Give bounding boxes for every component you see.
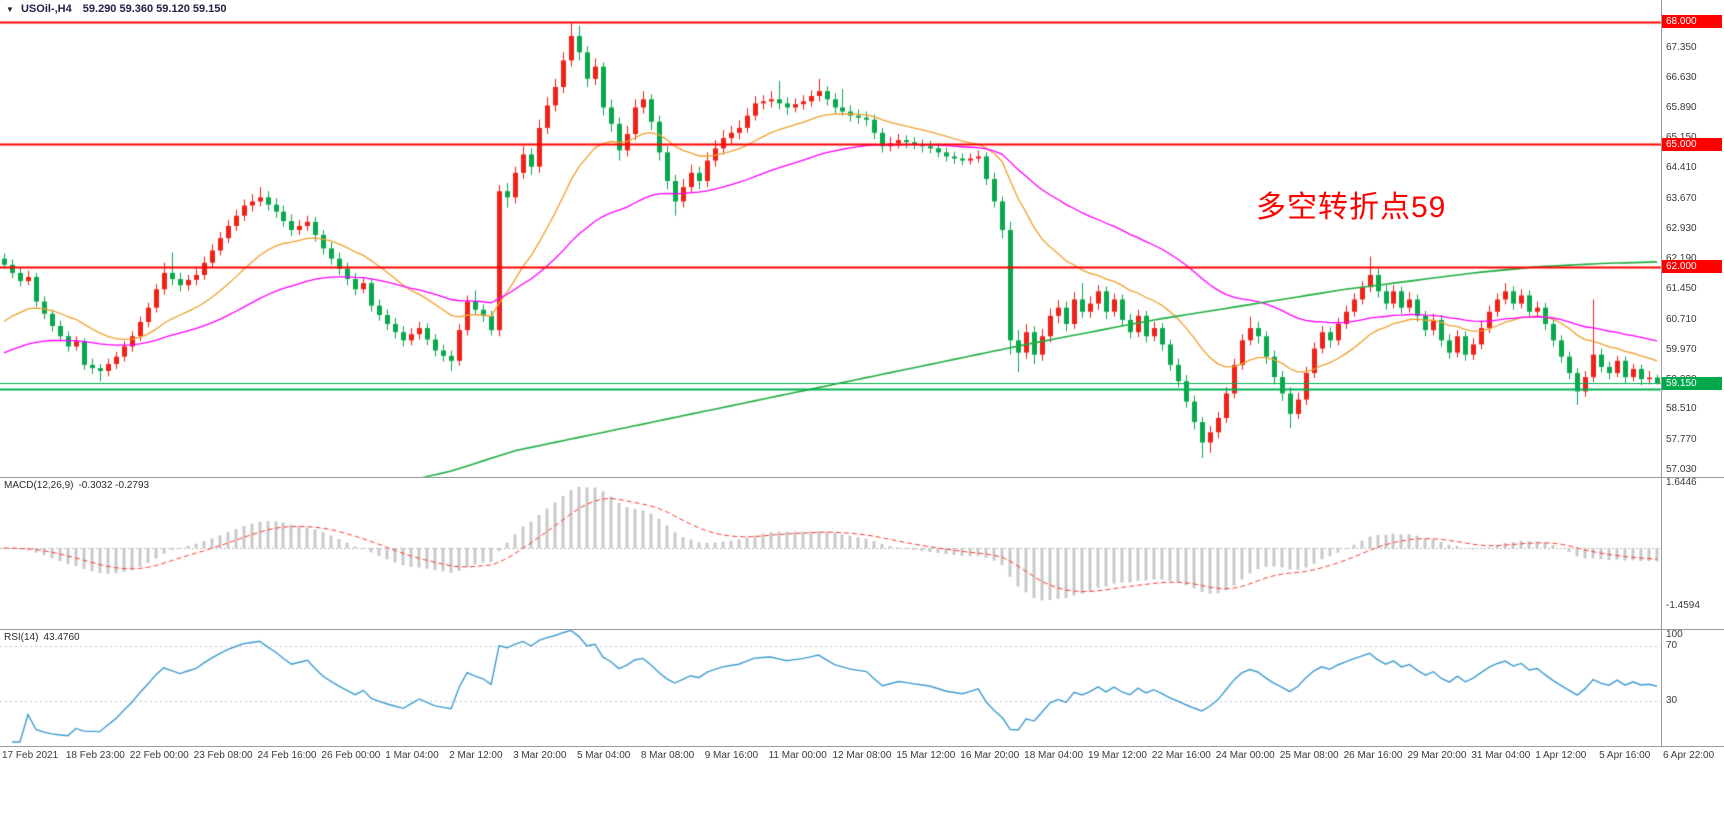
time-axis-label: 12 Mar 08:00 xyxy=(832,750,892,761)
time-axis-label: 15 Mar 12:00 xyxy=(896,750,956,761)
time-axis-label: 31 Mar 04:00 xyxy=(1471,750,1531,761)
chart-text-annotation: 多空转折点59 xyxy=(1256,191,1447,224)
macd-name: MACD(12,26,9) xyxy=(4,480,74,491)
time-axis-separator xyxy=(0,746,1724,747)
price-axis-tick: 67.350 xyxy=(1666,42,1697,54)
time-axis-label: 18 Mar 04:00 xyxy=(1024,750,1084,761)
price-axis-tick: 61.450 xyxy=(1666,283,1697,295)
rsi-value: 43.4760 xyxy=(43,632,80,643)
rsi-axis-tick: 70 xyxy=(1666,639,1678,651)
panel-separator-macd[interactable] xyxy=(0,477,1724,478)
time-axis-label: 24 Mar 00:00 xyxy=(1215,750,1275,761)
price-axis-tick: 57.030 xyxy=(1666,463,1697,475)
time-axis-label: 1 Apr 12:00 xyxy=(1535,750,1587,761)
time-axis-label: 22 Feb 00:00 xyxy=(129,750,189,761)
macd-indicator-label: MACD(12,26,9) -0.3032 -0.2793 xyxy=(4,480,149,491)
time-axis-label: 6 Apr 22:00 xyxy=(1663,750,1715,761)
price-axis-tick: 60.710 xyxy=(1666,313,1697,325)
time-axis-label: 25 Mar 08:00 xyxy=(1279,750,1339,761)
price-badge-68.000: 68.000 xyxy=(1662,15,1722,29)
price-axis-tick: 66.630 xyxy=(1666,71,1697,83)
time-axis-label: 26 Feb 00:00 xyxy=(321,750,381,761)
rsi-name: RSI(14) xyxy=(4,632,39,643)
price-axis-tick: 62.190 xyxy=(1666,253,1697,265)
time-axis-label: 1 Mar 04:00 xyxy=(385,750,439,761)
price-axis-tick: 59.970 xyxy=(1666,343,1697,355)
price-axis-tick: 65.150 xyxy=(1666,132,1697,143)
price-axis-line xyxy=(1661,0,1662,746)
macd-values: -0.3032 -0.2793 xyxy=(78,480,150,491)
time-axis-label: 23 Feb 08:00 xyxy=(193,750,253,761)
chart-title: ▼ USOil-,H4 59.290 59.360 59.120 59.150 xyxy=(6,3,227,15)
panel-separator-rsi[interactable] xyxy=(0,629,1724,630)
time-axis-label: 2 Mar 12:00 xyxy=(449,750,503,761)
time-axis-label: 3 Mar 20:00 xyxy=(513,750,567,761)
time-axis-label: 5 Mar 04:00 xyxy=(576,750,631,761)
rsi-indicator-label: RSI(14) 43.4760 xyxy=(4,632,80,643)
time-axis-label: 16 Mar 20:00 xyxy=(960,750,1020,761)
price-axis-tick: 64.410 xyxy=(1666,162,1697,174)
time-axis-label: 18 Feb 23:00 xyxy=(65,750,125,761)
symbol-period-label: USOil-,H4 xyxy=(20,3,72,15)
time-axis-label: 8 Mar 08:00 xyxy=(640,750,695,761)
time-axis-label: 22 Mar 16:00 xyxy=(1151,750,1211,761)
price-axis-tick: 58.510 xyxy=(1666,403,1697,415)
price-axis-tick: 65.890 xyxy=(1666,101,1697,113)
macd-axis-tick: 1.6446 xyxy=(1666,477,1697,489)
time-axis-label: 19 Mar 12:00 xyxy=(1088,750,1147,761)
rsi-axis-tick: 100 xyxy=(1666,629,1683,640)
ohlc-values: 59.290 59.360 59.120 59.150 xyxy=(82,3,227,15)
price-axis-tick: 57.770 xyxy=(1666,433,1697,445)
time-axis-label: 26 Mar 16:00 xyxy=(1343,750,1403,761)
price-badge-65.000: 65.000 xyxy=(1662,137,1722,151)
price-badge-59.150: 59.150 xyxy=(1662,376,1722,390)
time-axis-label: 9 Mar 16:00 xyxy=(704,750,759,761)
price-axis-tick: 63.670 xyxy=(1666,192,1697,204)
symbol-dropdown-icon[interactable]: ▼ xyxy=(6,5,14,14)
time-axis-label: 17 Feb 2021 xyxy=(2,750,59,761)
time-axis-label: 29 Mar 20:00 xyxy=(1407,750,1467,761)
macd-axis-tick: -1.4594 xyxy=(1666,599,1700,611)
time-axis-label: 24 Feb 16:00 xyxy=(257,750,317,761)
price-axis-tick: 62.930 xyxy=(1666,222,1697,234)
time-axis-label: 5 Apr 16:00 xyxy=(1599,750,1651,761)
price-badge-62.000: 62.000 xyxy=(1662,260,1722,274)
rsi-axis-tick: 30 xyxy=(1666,694,1678,706)
time-axis-label: 11 Mar 00:00 xyxy=(768,750,827,761)
